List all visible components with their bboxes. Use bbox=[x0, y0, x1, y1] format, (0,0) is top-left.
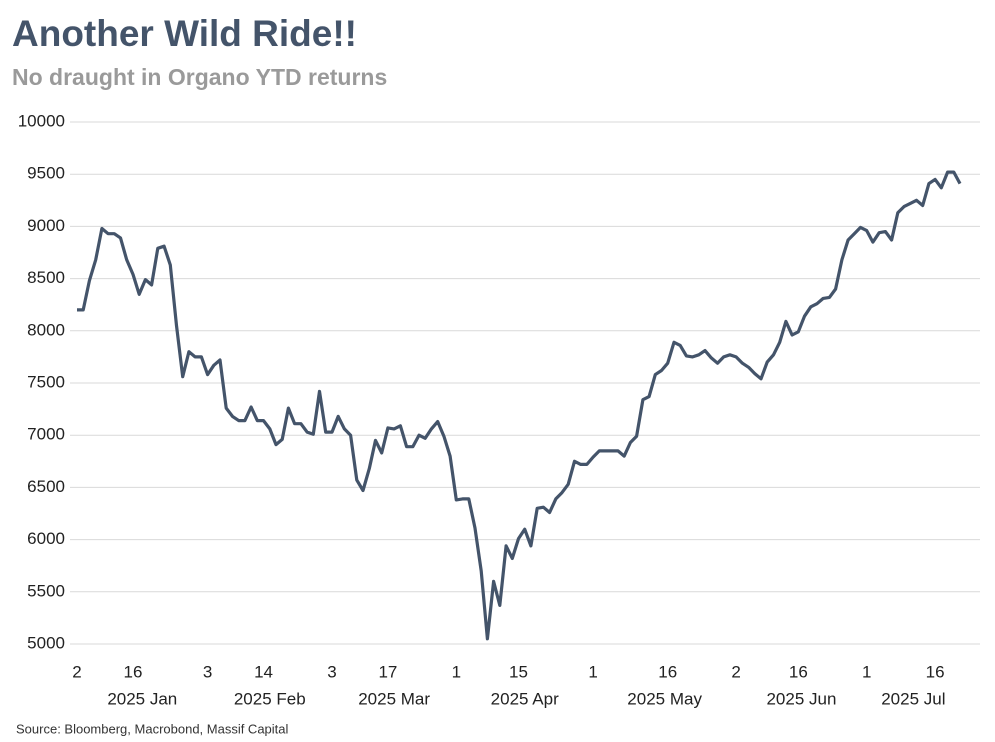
y-tick-label: 9000 bbox=[27, 216, 65, 235]
x-tick-label: 1 bbox=[862, 662, 871, 681]
x-tick-label: 3 bbox=[203, 662, 212, 681]
chart-title: Another Wild Ride!! bbox=[12, 13, 357, 54]
x-tick-label: 1 bbox=[588, 662, 597, 681]
y-tick-label: 6500 bbox=[27, 477, 65, 496]
month-label: 2025 Jul bbox=[881, 689, 945, 708]
x-tick-label: 2 bbox=[731, 662, 740, 681]
month-label: 2025 Mar bbox=[358, 689, 430, 708]
y-tick-label: 8000 bbox=[27, 320, 65, 339]
x-tick-label: 16 bbox=[926, 662, 945, 681]
month-label: 2025 May bbox=[627, 689, 702, 708]
y-tick-label: 6000 bbox=[27, 529, 65, 548]
x-tick-label: 1 bbox=[452, 662, 461, 681]
month-label: 2025 Jan bbox=[107, 689, 177, 708]
y-tick-label: 10000 bbox=[18, 111, 65, 130]
x-tick-label: 14 bbox=[254, 662, 273, 681]
x-tick-label: 16 bbox=[124, 662, 143, 681]
chart-subtitle: No draught in Organo YTD returns bbox=[12, 64, 387, 90]
y-tick-label: 5000 bbox=[27, 633, 65, 652]
month-label: 2025 Feb bbox=[234, 689, 306, 708]
x-tick-label: 16 bbox=[789, 662, 808, 681]
x-tick-label: 15 bbox=[509, 662, 528, 681]
month-label: 2025 Jun bbox=[766, 689, 836, 708]
series-line bbox=[77, 170, 962, 641]
y-tick-label: 7000 bbox=[27, 425, 65, 444]
y-tick-label: 5500 bbox=[27, 581, 65, 600]
x-tick-label: 2 bbox=[72, 662, 81, 681]
x-tick-label: 3 bbox=[327, 662, 336, 681]
y-tick-label: 9500 bbox=[27, 164, 65, 183]
y-tick-label: 7500 bbox=[27, 372, 65, 391]
y-tick-label: 8500 bbox=[27, 268, 65, 287]
month-label: 2025 Apr bbox=[491, 689, 559, 708]
source-note: Source: Bloomberg, Macrobond, Massif Cap… bbox=[16, 721, 289, 736]
x-tick-label: 17 bbox=[378, 662, 397, 681]
x-tick-label: 16 bbox=[658, 662, 677, 681]
